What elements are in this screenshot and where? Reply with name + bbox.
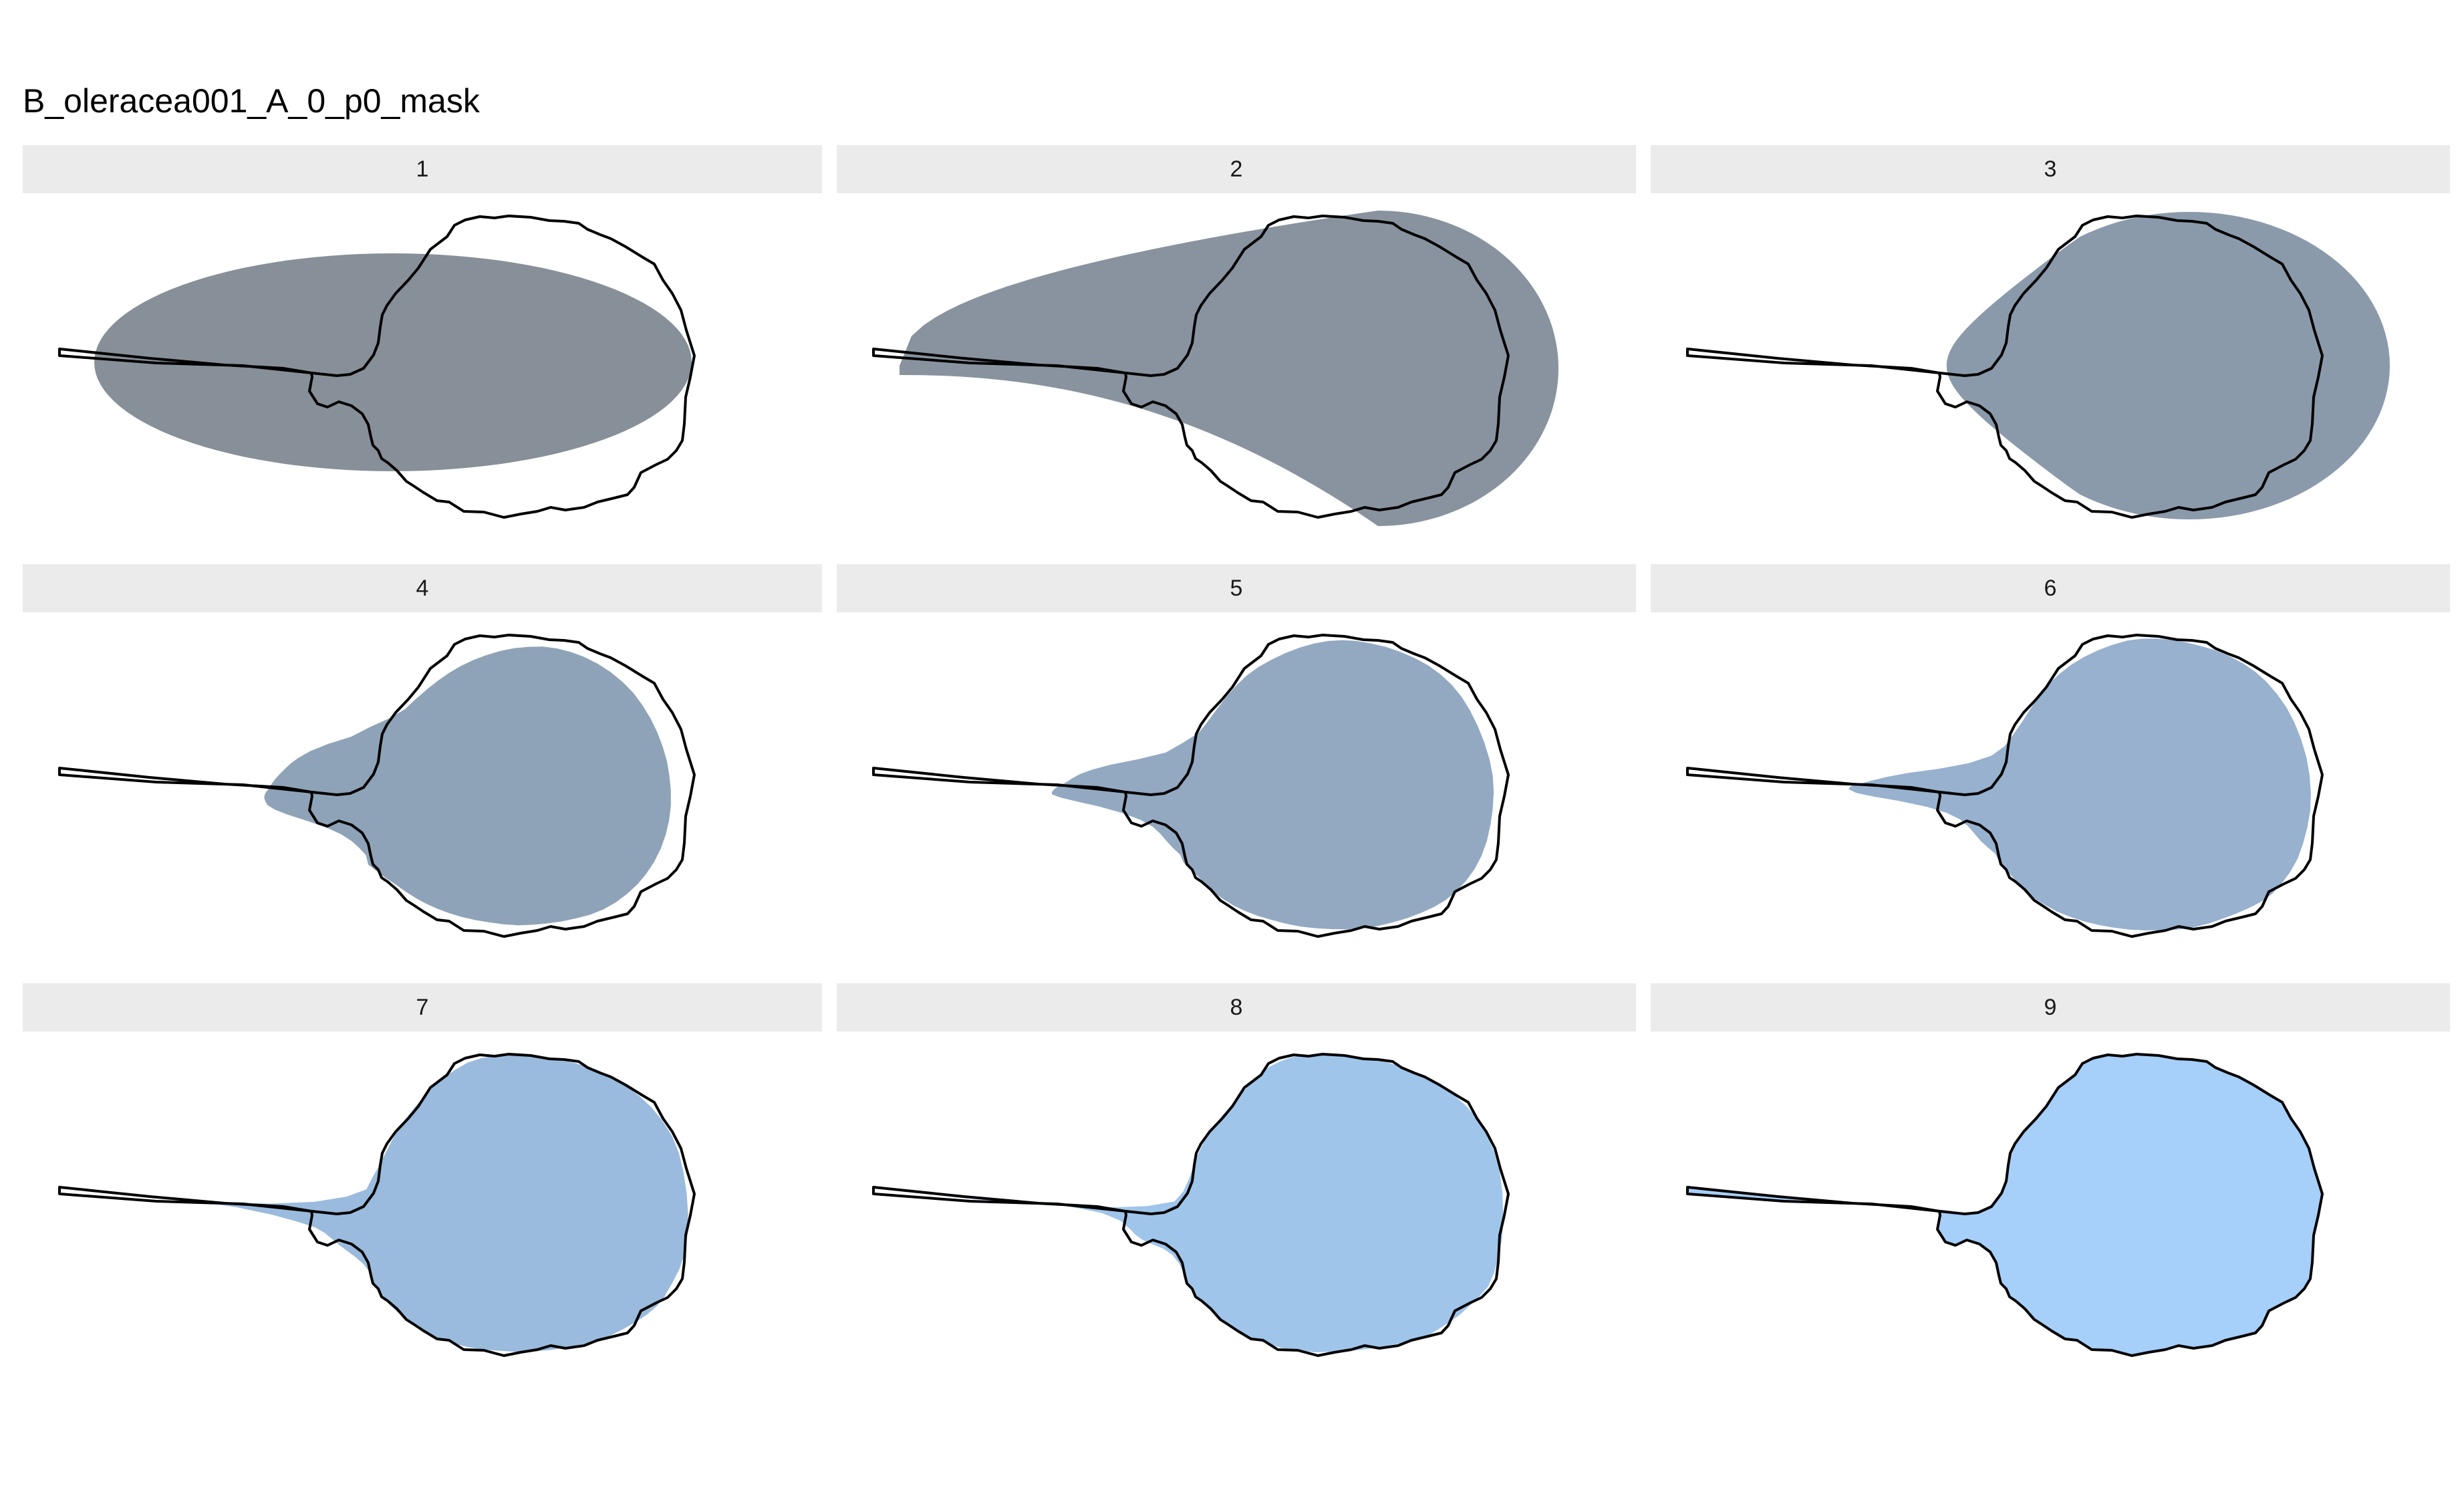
facet-plot-area: [1651, 193, 2450, 547]
facet-plot-area: [23, 193, 822, 547]
facet-label: 8: [1230, 994, 1243, 1020]
facet-panel-4: 4: [23, 564, 822, 966]
leaf-overlay: [58, 634, 696, 938]
facet-panel-8: 8: [837, 983, 1636, 1385]
facet-plot-area: [837, 193, 1636, 547]
facet-label: 4: [416, 575, 429, 601]
harmonic-fill-shape: [944, 1055, 1504, 1353]
harmonic-fill-shape: [1687, 1054, 2322, 1356]
leaf-outline: [1686, 215, 2324, 519]
leaf-overlay: [58, 1053, 696, 1357]
facet-panel-1: 1: [23, 145, 822, 547]
facet-label: 2: [1230, 156, 1243, 182]
leaf-overlay: [1686, 1053, 2324, 1357]
leaf-outline: [1686, 1053, 2324, 1357]
leaf-overlay: [58, 215, 696, 519]
facet-strip: 4: [23, 564, 822, 612]
harmonic-fill-shape: [94, 253, 692, 471]
facet-panel-9: 9: [1651, 983, 2450, 1385]
facet-label: 6: [2044, 575, 2057, 601]
leaf-outline: [872, 634, 1510, 938]
facet-label: 7: [416, 994, 429, 1020]
leaf-outline: [58, 634, 696, 938]
facet-label: 3: [2044, 156, 2057, 182]
facet-strip: 5: [837, 564, 1636, 612]
facet-label: 1: [416, 156, 429, 182]
leaf-outline: [58, 1053, 696, 1357]
facet-strip: 6: [1651, 564, 2450, 612]
facet-plot-area: [1651, 1031, 2450, 1385]
facet-strip: 7: [23, 983, 822, 1031]
facet-label: 9: [2044, 994, 2057, 1020]
facet-plot-area: [23, 1031, 822, 1385]
leaf-overlay: [1686, 212, 2390, 519]
leaf-outline: [872, 1053, 1510, 1357]
facet-strip: 3: [1651, 145, 2450, 193]
harmonic-fill-shape: [1849, 638, 2311, 930]
leaf-outline: [1686, 634, 2324, 938]
facet-plot-area: [1651, 612, 2450, 966]
facet-strip: 1: [23, 145, 822, 193]
harmonic-fill-shape: [264, 646, 671, 926]
harmonic-fill-shape: [900, 211, 1558, 526]
facet-strip: 2: [837, 145, 1636, 193]
plot-title: B_oleracea001_A_0_p0_mask: [23, 82, 480, 120]
facet-panel-5: 5: [837, 564, 1636, 966]
facet-strip: 8: [837, 983, 1636, 1031]
facet-plot-area: [23, 612, 822, 966]
facet-panel-6: 6: [1651, 564, 2450, 966]
harmonic-fill-shape: [168, 1055, 688, 1352]
leaf-overlay: [872, 1053, 1510, 1357]
harmonic-fill-shape: [1946, 212, 2390, 519]
facet-panel-2: 2: [837, 145, 1636, 547]
facet-panel-3: 3: [1651, 145, 2450, 547]
facet-plot-area: [837, 1031, 1636, 1385]
leaf-outline: [58, 215, 696, 519]
facet-label: 5: [1230, 575, 1243, 601]
leaf-overlay: [872, 211, 1558, 526]
leaf-overlay: [872, 634, 1510, 938]
leaf-outline: [872, 215, 1510, 519]
leaf-overlay: [1686, 634, 2324, 938]
facet-plot-area: [837, 612, 1636, 966]
harmonic-fill-shape: [1051, 640, 1494, 930]
facet-strip: 9: [1651, 983, 2450, 1031]
facet-panel-7: 7: [23, 983, 822, 1385]
